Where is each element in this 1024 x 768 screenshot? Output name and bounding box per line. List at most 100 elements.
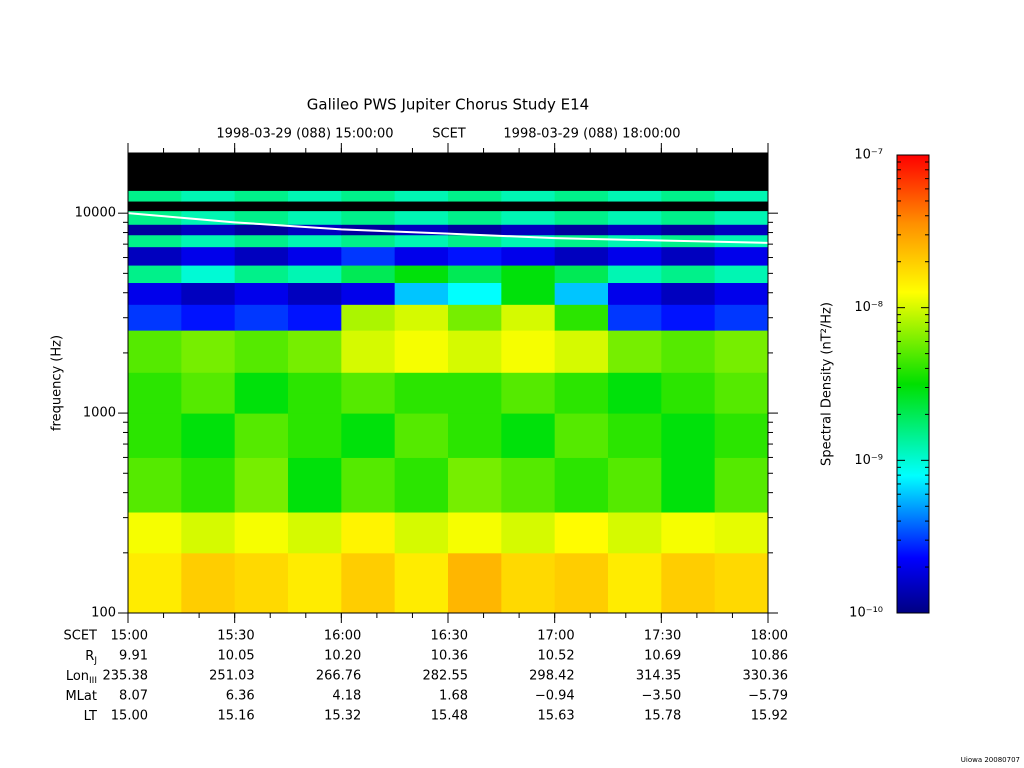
ephemeris-value: 15.92 bbox=[751, 709, 788, 724]
colorbar-tick-label: 10⁻⁷ bbox=[854, 148, 883, 163]
cell bbox=[341, 210, 396, 225]
cell bbox=[661, 372, 716, 414]
ephemeris-label-text: Lon bbox=[66, 669, 89, 684]
cell bbox=[288, 457, 342, 513]
x-tick-label: 18:00 bbox=[751, 629, 788, 644]
cell bbox=[501, 413, 556, 458]
cell bbox=[714, 457, 769, 513]
cell bbox=[234, 457, 289, 513]
cell bbox=[128, 413, 182, 458]
cell bbox=[181, 201, 236, 212]
ephemeris-value: 15.63 bbox=[537, 709, 574, 724]
cell bbox=[448, 190, 502, 202]
cell bbox=[234, 372, 289, 414]
ephemeris-label-text: R bbox=[85, 649, 94, 664]
cell bbox=[128, 282, 182, 305]
cell bbox=[288, 265, 342, 284]
cell bbox=[234, 246, 289, 266]
cell bbox=[714, 234, 769, 248]
cell bbox=[128, 372, 182, 414]
cell bbox=[128, 246, 182, 266]
cell bbox=[181, 372, 236, 414]
cell bbox=[341, 304, 396, 331]
cell bbox=[554, 246, 609, 266]
cell bbox=[661, 190, 716, 202]
cell bbox=[448, 153, 502, 191]
cell bbox=[661, 265, 716, 284]
ephemeris-value: 15.16 bbox=[217, 709, 254, 724]
cell bbox=[661, 330, 716, 373]
cell bbox=[394, 552, 449, 614]
cell bbox=[448, 552, 502, 614]
cell bbox=[341, 413, 396, 458]
cell bbox=[501, 201, 556, 212]
cell bbox=[448, 512, 502, 554]
cell bbox=[501, 265, 556, 284]
ephemeris-value: 10.52 bbox=[537, 649, 574, 664]
cell bbox=[394, 457, 449, 513]
cell bbox=[341, 552, 396, 614]
cell bbox=[661, 282, 716, 305]
cell bbox=[501, 304, 556, 331]
colorbar-label: Spectral Density (nT²/Hz) bbox=[820, 302, 835, 466]
ephemeris-value: 282.55 bbox=[423, 669, 469, 684]
cell bbox=[288, 201, 342, 212]
cell bbox=[448, 234, 502, 248]
x-tick-label: 17:00 bbox=[537, 629, 574, 644]
cell bbox=[181, 282, 236, 305]
cell bbox=[341, 457, 396, 513]
ephemeris-value: 298.42 bbox=[529, 669, 575, 684]
cell bbox=[661, 210, 716, 225]
cell bbox=[288, 282, 342, 305]
x-tick-label: 16:30 bbox=[431, 629, 468, 644]
cell bbox=[181, 265, 236, 284]
cell bbox=[608, 224, 662, 236]
cell bbox=[234, 210, 289, 225]
cell bbox=[501, 246, 556, 266]
cell bbox=[608, 512, 662, 554]
cell bbox=[128, 552, 182, 614]
cell bbox=[714, 372, 769, 414]
cell bbox=[608, 234, 662, 248]
cell bbox=[128, 330, 182, 373]
ephemeris-value: −5.79 bbox=[748, 689, 788, 704]
cell bbox=[608, 190, 662, 202]
cell bbox=[181, 234, 236, 248]
cell bbox=[394, 330, 449, 373]
cell bbox=[714, 265, 769, 284]
cell bbox=[448, 457, 502, 513]
cell bbox=[394, 234, 449, 248]
cell bbox=[288, 234, 342, 248]
ephemeris-value: 15.78 bbox=[644, 709, 681, 724]
cell bbox=[288, 210, 342, 225]
cell bbox=[341, 153, 396, 191]
ephemeris-value: 15.00 bbox=[111, 709, 148, 724]
cell bbox=[554, 330, 609, 373]
cell bbox=[394, 224, 449, 236]
cell bbox=[554, 190, 609, 202]
cell bbox=[181, 304, 236, 331]
cell bbox=[288, 372, 342, 414]
cell bbox=[608, 153, 662, 191]
cell bbox=[554, 234, 609, 248]
colorbar-tick-label: 10⁻⁸ bbox=[854, 300, 883, 315]
cell bbox=[608, 552, 662, 614]
ephemeris-label: LT bbox=[84, 709, 97, 724]
cell bbox=[608, 304, 662, 331]
cell bbox=[341, 246, 396, 266]
cell bbox=[714, 201, 769, 212]
cell bbox=[448, 282, 502, 305]
cell bbox=[714, 413, 769, 458]
cell bbox=[554, 413, 609, 458]
cell bbox=[181, 246, 236, 266]
ephemeris-value: 6.36 bbox=[226, 689, 255, 704]
cell bbox=[341, 190, 396, 202]
ephemeris-label: MLat bbox=[65, 689, 97, 704]
cell bbox=[128, 153, 182, 191]
cell bbox=[128, 457, 182, 513]
cell bbox=[341, 265, 396, 284]
colorbar-tick-label: 10⁻⁹ bbox=[854, 453, 883, 468]
cell bbox=[501, 210, 556, 225]
ephemeris-value: −0.94 bbox=[535, 689, 575, 704]
ephemeris-value: 15.32 bbox=[324, 709, 361, 724]
